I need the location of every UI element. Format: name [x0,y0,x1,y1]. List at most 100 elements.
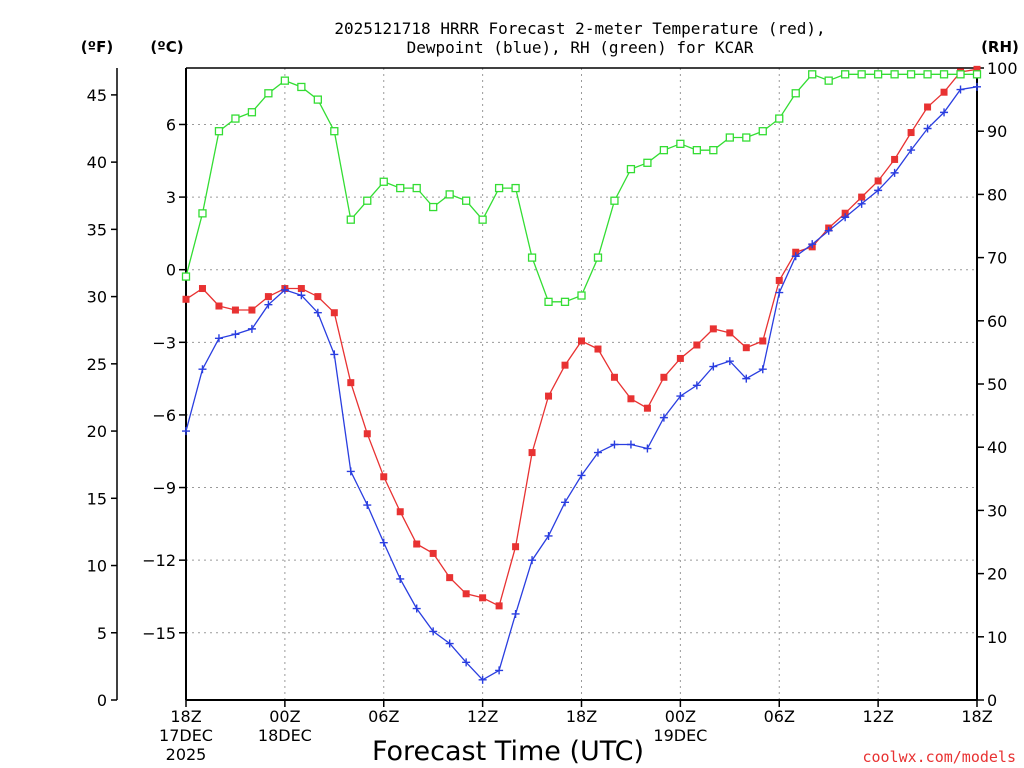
2-meter-temperature-point [314,293,322,301]
dewpoint-point [692,381,701,390]
celsius-unit-label: (ºC) [150,38,183,56]
rh-point [972,70,982,79]
fahrenheit-tick-label: 0 [97,691,107,710]
2-meter-temperature-point [660,373,668,381]
rh-point [593,253,603,262]
2-meter-temperature-point [841,209,849,217]
fahrenheit-tick-label: 25 [87,355,107,374]
fahrenheit-unit-label: (ºF) [81,38,113,56]
dewpoint-point [313,308,322,317]
rh-point [692,146,702,155]
x-axis-title: Forecast Time (UTC) [372,736,644,767]
rh-point [775,114,784,123]
rh-point [577,291,586,300]
rh-point [527,253,537,262]
dewpoint-point [561,498,570,507]
dewpoint-point [791,252,800,261]
rh-tick-label: 10 [987,628,1007,647]
rh-point [412,183,421,193]
dewpoint-point [346,467,355,476]
rh-tick-label: 100 [987,59,1018,78]
rh-point [264,89,273,98]
dewpoint-point [495,666,504,675]
dewpoint-point [330,350,339,359]
dewpoint-point [593,448,602,457]
rh-point [461,196,471,205]
x-tick-label: 18Z [170,707,201,726]
rh-point [709,146,718,155]
rh-point [445,190,454,199]
2-meter-temperature-point [775,276,783,284]
x-tick-label: 18Z [566,707,597,726]
x-tick-label: 18Z [961,707,992,726]
fahrenheit-tick-label: 45 [87,86,107,105]
rh-point [494,183,504,193]
dewpoint-point [659,413,668,422]
dewpoint-point [857,199,866,208]
2-meter-temperature-point [792,248,800,256]
dewpoint-point [412,604,421,613]
dewpoint-point [610,440,619,449]
x-tick-label: 12Z [862,707,893,726]
rh-tick-label: 0 [987,691,997,710]
dewpoint-point [725,357,734,366]
rh-point [890,70,899,79]
rh-point [429,202,438,212]
rh-point [544,297,553,306]
2-meter-temperature-point [578,337,585,345]
2-meter-temperature-point [446,574,454,582]
fahrenheit-tick-label: 20 [87,422,107,441]
2-meter-temperature-point [676,354,684,362]
2-meter-temperature-point [940,88,948,96]
2-meter-temperature-point [347,379,355,387]
credit-label: coolwx.com/models [862,748,1016,766]
fahrenheit-tick-label: 40 [87,153,107,172]
2-meter-temperature-point [594,345,602,353]
dewpoint-point [775,288,784,297]
fahrenheit-tick-label: 30 [87,288,107,307]
rh-point [181,272,191,281]
x-tick-label: 19DEC [653,726,707,745]
rh-point [791,89,800,98]
2-meter-temperature-point [231,306,239,314]
rh-tick-label: 80 [987,185,1007,204]
rh-point [939,70,949,79]
dewpoint-point [808,240,817,249]
dewpoint-point [973,82,981,91]
2-meter-temperature-point [643,404,651,412]
dewpoint-point [511,609,520,618]
2-meter-temperature-point [429,549,437,557]
x-tick-label: 00Z [269,707,300,726]
dewpoint-point [676,392,685,401]
rh-point [231,114,240,123]
dewpoint-point [907,146,916,155]
rh-point [725,133,734,142]
rh-point [873,70,883,79]
celsius-tick-label: 3 [166,188,176,207]
2-meter-temperature-point [627,395,635,403]
rh-point [857,70,866,79]
2-meter-temperature-point [479,594,487,602]
x-tick-label: 12Z [467,707,498,726]
x-tick-label: 00Z [665,707,696,726]
dewpoint-point [742,374,751,383]
dewpoint-point [182,427,190,436]
2-meter-temperature-point [545,392,553,400]
rh-point [643,158,652,167]
celsius-tick-label: −9 [152,479,176,498]
rh-point [198,209,207,218]
2-meter-temperature-point [396,508,404,516]
dewpoint-point [462,658,471,667]
dewpoint-point [709,362,718,371]
rh-point [214,127,224,136]
rh-point [396,183,405,193]
x-tick-label: 06Z [368,707,399,726]
dewpoint-point [297,291,306,300]
celsius-tick-label: −12 [142,551,176,570]
rh-point [906,70,916,79]
2-meter-temperature-point [182,295,190,303]
2-meter-temperature-point [363,430,371,438]
fahrenheit-tick-label: 5 [97,624,107,643]
fahrenheit-tick-label: 15 [87,489,107,508]
